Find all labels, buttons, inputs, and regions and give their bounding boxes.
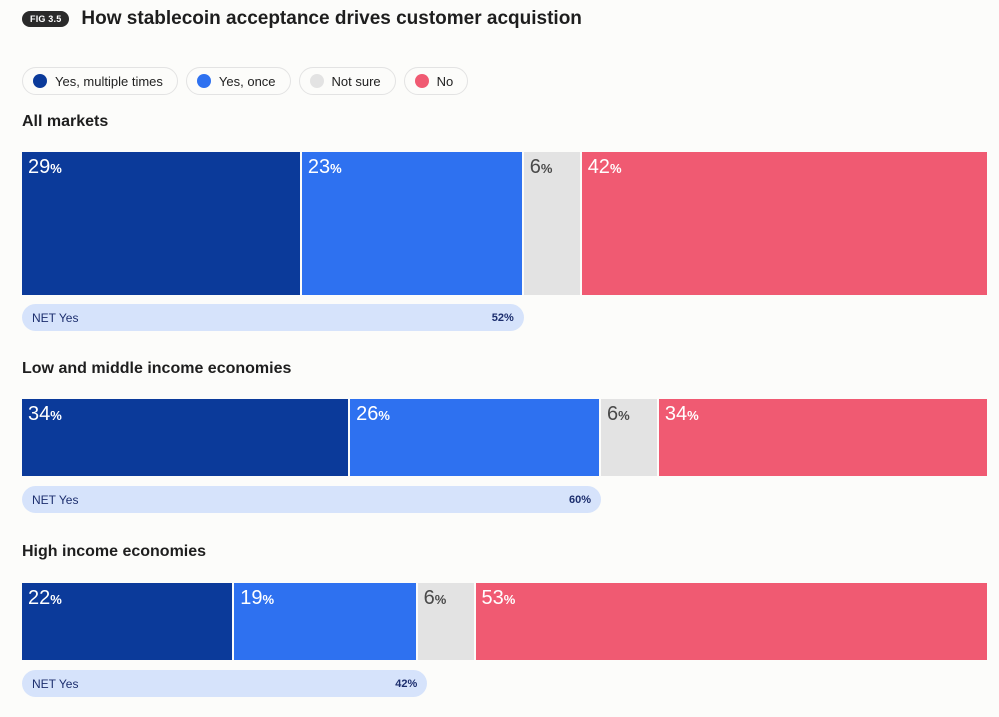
segment-value-label: 22%: [28, 587, 62, 609]
bar-segment-not-sure: 6%: [417, 583, 474, 660]
bar-segment-yes-multiple-times: 22%: [22, 583, 233, 660]
bar-segment-not-sure: 6%: [601, 399, 657, 476]
group-title-high-income-economies: High income economies: [22, 543, 207, 560]
stacked-bar-high-income-economies: 22% 19% 6% 53%: [22, 583, 987, 660]
net-yes-value: 60%: [568, 494, 591, 506]
chart-header: FIG 3.5 How stablecoin acceptance drives…: [22, 8, 582, 30]
bar-segment-yes-once: 23%: [301, 152, 522, 295]
legend-item-not-sure: Not sure: [298, 67, 396, 95]
bar-segment-not-sure: 6%: [523, 152, 580, 295]
figure-badge: FIG 3.5: [22, 11, 70, 27]
segment-value-label: 26%: [356, 403, 390, 425]
legend-label: Not sure: [331, 73, 381, 89]
bar-segment-yes-multiple-times: 29%: [22, 152, 300, 295]
net-yes-bar-high-income-economies: NET Yes 42%: [22, 670, 428, 697]
legend-swatch: [196, 74, 211, 88]
segment-value-label: 23%: [307, 156, 342, 178]
segment-value-label: 34%: [28, 403, 62, 425]
legend-label: No: [436, 73, 454, 89]
segment-value-label: 53%: [481, 587, 516, 609]
segment-value-label: 42%: [587, 156, 622, 178]
legend-swatch: [33, 74, 47, 88]
legend-item-yes-once: Yes, once: [185, 67, 291, 95]
segment-value-label: 6%: [607, 403, 630, 425]
legend-item-no: No: [403, 67, 469, 95]
legend-label: Yes, once: [218, 73, 276, 89]
net-yes-label: NET Yes: [32, 677, 79, 691]
stacked-bar-low-and-middle-income-economies: 34% 26% 6% 34%: [22, 399, 987, 476]
segment-value-label: 29%: [28, 156, 62, 178]
net-yes-value: 52%: [491, 312, 514, 324]
segment-value-label: 6%: [529, 156, 553, 178]
legend-item-yes-multiple-times: Yes, multiple times: [22, 67, 178, 95]
net-yes-label: NET Yes: [32, 311, 79, 325]
legend-swatch: [414, 74, 429, 88]
legend-label: Yes, multiple times: [55, 73, 163, 89]
net-yes-label: NET Yes: [32, 493, 79, 507]
stacked-bar-all-markets: 29% 23% 6% 42%: [22, 152, 987, 295]
chart-legend: Yes, multiple times Yes, once Not sure No: [22, 67, 476, 95]
bar-segment-yes-once: 19%: [234, 583, 416, 660]
bar-segment-no: 53%: [475, 583, 987, 660]
net-yes-bar-low-and-middle-income-economies: NET Yes 60%: [22, 486, 601, 513]
net-yes-bar-all-markets: NET Yes 52%: [22, 304, 524, 331]
segment-value-label: 6%: [423, 587, 447, 609]
bar-segment-no: 42%: [581, 152, 987, 295]
chart-title: How stablecoin acceptance drives custome…: [81, 8, 582, 29]
net-yes-value: 42%: [395, 678, 418, 690]
bar-segment-no: 34%: [658, 399, 987, 476]
group-title-all-markets: All markets: [22, 113, 109, 130]
bar-segment-yes-once: 26%: [350, 399, 599, 476]
legend-swatch: [309, 74, 324, 88]
segment-value-label: 34%: [664, 403, 699, 425]
bar-segment-yes-multiple-times: 34%: [22, 399, 349, 476]
group-title-low-and-middle-income-economies: Low and middle income economies: [22, 360, 292, 377]
segment-value-label: 19%: [240, 587, 275, 609]
